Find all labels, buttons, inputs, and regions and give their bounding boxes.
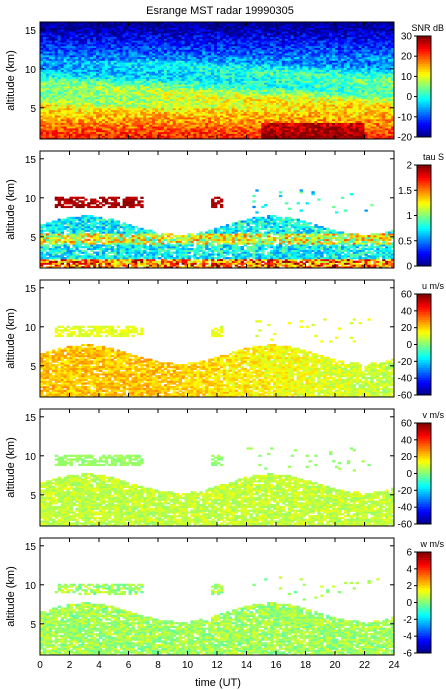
figure-title: Esrange MST radar 19990305 (146, 5, 294, 17)
heatmap-cells-snr (40, 22, 394, 139)
